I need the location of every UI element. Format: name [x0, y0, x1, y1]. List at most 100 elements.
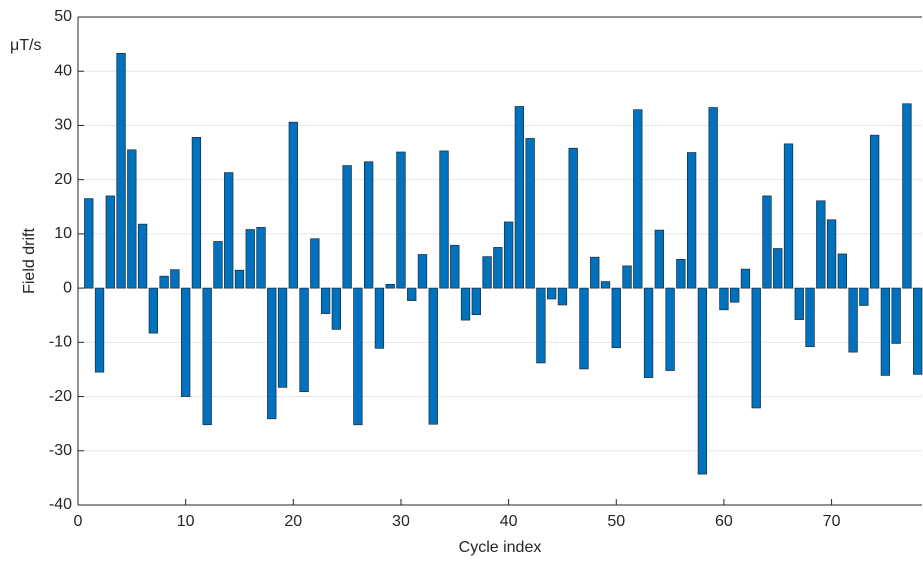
bar	[697, 287, 708, 475]
bar	[579, 287, 589, 370]
bar	[913, 287, 923, 375]
bar	[256, 227, 266, 289]
bar	[385, 283, 395, 289]
bar	[600, 281, 611, 289]
bar	[643, 287, 654, 378]
bar	[137, 223, 148, 289]
x-tick-label: 70	[823, 513, 841, 530]
bar	[611, 287, 621, 349]
y-tick-label: 30	[54, 117, 72, 134]
x-tick-label: 50	[607, 513, 625, 530]
bar	[525, 138, 535, 289]
bar	[299, 287, 309, 393]
bar	[342, 165, 352, 289]
bar	[880, 287, 891, 376]
x-tick-label: 30	[392, 513, 410, 530]
bar	[213, 241, 223, 289]
bar	[116, 52, 126, 289]
y-tick-label: -40	[49, 496, 72, 513]
bar	[902, 103, 912, 289]
bar	[224, 172, 234, 289]
bar	[536, 287, 546, 364]
bar	[353, 287, 363, 426]
bar	[816, 200, 826, 289]
bar	[773, 248, 783, 289]
bar	[310, 238, 320, 289]
bar	[503, 221, 514, 289]
y-tick-label: 10	[54, 225, 72, 242]
bar	[719, 287, 729, 311]
bar	[127, 149, 137, 289]
bar	[762, 195, 772, 289]
bar	[557, 287, 568, 306]
y-axis-label: Field drift	[21, 228, 38, 294]
bar	[84, 198, 94, 289]
bar	[708, 107, 718, 289]
bar	[159, 275, 169, 289]
bar	[740, 268, 751, 289]
bar	[493, 247, 503, 289]
bar	[590, 256, 600, 289]
y-tick-label: -10	[49, 334, 72, 351]
unit-label: μT/s	[10, 37, 41, 54]
bar	[794, 287, 804, 320]
y-tick-label: 20	[54, 171, 72, 188]
bar	[654, 229, 664, 289]
y-tick-label: 0	[63, 279, 72, 296]
bar	[869, 134, 880, 289]
bar	[170, 269, 180, 289]
bar	[94, 287, 105, 373]
bar	[837, 253, 847, 289]
x-tick-label: 20	[284, 513, 302, 530]
bar	[482, 256, 492, 289]
bar	[547, 287, 557, 300]
bar	[191, 137, 202, 289]
bar	[234, 269, 245, 289]
bar	[277, 287, 288, 388]
bar	[407, 287, 417, 301]
bar	[331, 287, 342, 330]
bar	[288, 121, 298, 289]
bar	[633, 109, 643, 289]
bar	[805, 287, 815, 348]
bar	[676, 259, 686, 289]
bar	[148, 287, 159, 334]
bar	[622, 265, 632, 289]
bar	[396, 151, 406, 289]
bar	[686, 152, 697, 289]
bar	[665, 287, 675, 371]
x-axis-label: Cycle index	[459, 539, 542, 556]
bar	[514, 106, 525, 289]
bar	[105, 195, 115, 289]
bar	[891, 287, 901, 344]
bar	[568, 147, 578, 289]
bar	[730, 287, 740, 303]
bar	[180, 287, 191, 397]
bar	[859, 287, 869, 306]
bar	[267, 287, 277, 420]
y-tick-label: -20	[49, 388, 72, 405]
x-tick-label: 0	[74, 513, 83, 530]
bar	[202, 287, 212, 426]
bar	[439, 150, 449, 289]
x-tick-label: 60	[715, 513, 733, 530]
bar	[460, 287, 471, 321]
y-tick-label: 50	[54, 8, 72, 25]
bar	[826, 219, 837, 289]
x-tick-label: 10	[177, 513, 195, 530]
bar	[374, 287, 385, 349]
bar	[320, 287, 331, 314]
x-tick-label: 40	[500, 513, 518, 530]
bar	[471, 287, 481, 316]
bar	[364, 161, 374, 289]
y-tick-label: 40	[54, 62, 72, 79]
bar	[428, 287, 438, 425]
y-tick-label: -30	[49, 442, 72, 459]
bar	[783, 143, 794, 289]
bar	[417, 254, 428, 289]
bar	[848, 287, 858, 353]
bar	[450, 244, 460, 289]
bar	[245, 229, 255, 289]
bar	[751, 287, 761, 409]
